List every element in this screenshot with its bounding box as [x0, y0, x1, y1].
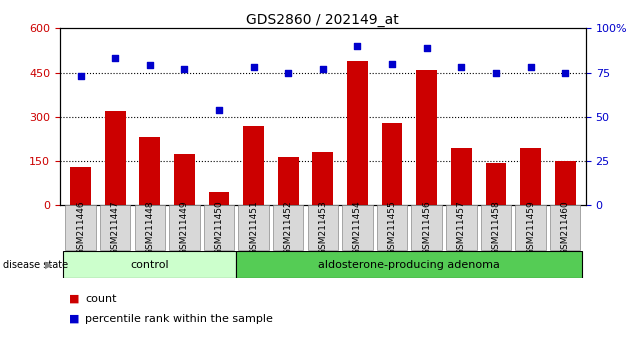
Point: [421, 45, 432, 51]
Bar: [486, 162, 507, 205]
Text: GSM211459: GSM211459: [526, 200, 535, 255]
Text: GSM211447: GSM211447: [111, 200, 120, 255]
Point: [249, 64, 259, 70]
Text: GSM211448: GSM211448: [146, 200, 154, 255]
Bar: [382, 123, 403, 205]
FancyBboxPatch shape: [550, 205, 580, 250]
Text: GSM211456: GSM211456: [422, 200, 431, 255]
FancyBboxPatch shape: [377, 205, 408, 250]
Text: disease state: disease state: [3, 260, 68, 270]
Point: [352, 43, 362, 49]
Text: GSM211446: GSM211446: [76, 200, 85, 255]
Bar: [520, 148, 541, 205]
FancyBboxPatch shape: [515, 205, 546, 250]
Title: GDS2860 / 202149_at: GDS2860 / 202149_at: [246, 13, 399, 27]
Bar: [278, 156, 299, 205]
Bar: [555, 161, 576, 205]
Text: ▶: ▶: [45, 260, 52, 270]
Point: [456, 64, 466, 70]
Text: GSM211452: GSM211452: [284, 200, 293, 255]
FancyBboxPatch shape: [238, 205, 269, 250]
Bar: [416, 70, 437, 205]
Bar: [174, 154, 195, 205]
FancyBboxPatch shape: [204, 205, 234, 250]
Bar: [70, 167, 91, 205]
Text: percentile rank within the sample: percentile rank within the sample: [85, 314, 273, 324]
Text: GSM211460: GSM211460: [561, 200, 570, 255]
FancyBboxPatch shape: [307, 205, 338, 250]
Text: GSM211454: GSM211454: [353, 200, 362, 255]
FancyBboxPatch shape: [342, 205, 373, 250]
Point: [180, 66, 190, 72]
Point: [387, 61, 397, 67]
Text: ■: ■: [69, 294, 80, 304]
Point: [214, 107, 224, 113]
Point: [145, 63, 155, 68]
Text: GSM211457: GSM211457: [457, 200, 466, 255]
FancyBboxPatch shape: [66, 205, 96, 250]
FancyBboxPatch shape: [63, 251, 236, 278]
Text: ■: ■: [69, 314, 80, 324]
Point: [560, 70, 570, 75]
Bar: [209, 192, 229, 205]
Text: GSM211455: GSM211455: [387, 200, 397, 255]
FancyBboxPatch shape: [169, 205, 200, 250]
Point: [284, 70, 294, 75]
Bar: [312, 152, 333, 205]
Bar: [105, 111, 125, 205]
FancyBboxPatch shape: [236, 251, 583, 278]
Bar: [139, 137, 160, 205]
FancyBboxPatch shape: [273, 205, 304, 250]
FancyBboxPatch shape: [100, 205, 130, 250]
Point: [110, 56, 120, 61]
FancyBboxPatch shape: [411, 205, 442, 250]
Text: count: count: [85, 294, 117, 304]
FancyBboxPatch shape: [446, 205, 476, 250]
FancyBboxPatch shape: [135, 205, 165, 250]
Point: [318, 66, 328, 72]
Text: GSM211450: GSM211450: [215, 200, 224, 255]
Text: GSM211453: GSM211453: [318, 200, 328, 255]
Text: aldosterone-producing adenoma: aldosterone-producing adenoma: [318, 259, 500, 270]
Text: GSM211458: GSM211458: [491, 200, 500, 255]
Bar: [451, 148, 472, 205]
FancyBboxPatch shape: [481, 205, 511, 250]
Text: control: control: [130, 259, 169, 270]
Point: [491, 70, 501, 75]
Bar: [347, 61, 368, 205]
Bar: [243, 126, 264, 205]
Point: [525, 64, 536, 70]
Text: GSM211449: GSM211449: [180, 200, 189, 255]
Text: GSM211451: GSM211451: [249, 200, 258, 255]
Point: [76, 73, 86, 79]
